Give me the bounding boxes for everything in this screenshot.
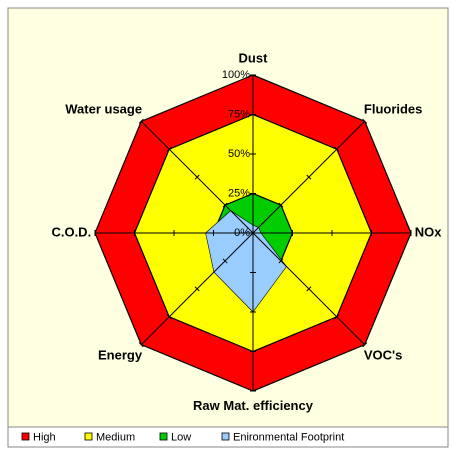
legend-swatch — [84, 432, 93, 441]
legend-swatch — [221, 432, 230, 441]
tick-mark — [166, 146, 172, 152]
category-label: Raw Mat. efficiency — [193, 398, 314, 413]
tick-label: 0% — [234, 227, 250, 239]
tick-mark — [138, 118, 144, 124]
legend-label: Medium — [96, 431, 135, 443]
category-label: NOx — [415, 224, 443, 239]
tick-mark — [306, 286, 312, 292]
category-label: VOC's — [364, 347, 403, 362]
category-label: Energy — [98, 347, 143, 362]
category-label: C.O.D. — [51, 224, 91, 239]
legend-swatch — [21, 432, 30, 441]
radar: 0% 25% 50% 75% 100% Dust Fluorides NOx VOC's Raw … — [51, 51, 442, 414]
tick-mark — [334, 314, 340, 320]
category-label: Fluorides — [364, 102, 423, 117]
legend-label: Low — [171, 431, 191, 443]
tick-mark — [222, 202, 228, 208]
tick-mark — [194, 174, 200, 180]
tick-label: 50% — [228, 148, 250, 160]
tick-mark — [362, 342, 368, 348]
legend-label: High — [33, 431, 56, 443]
legend: High Medium Low Enironmental Footprint — [21, 431, 344, 443]
tick-mark — [334, 146, 340, 152]
tick-mark — [166, 314, 172, 320]
category-label: Dust — [239, 51, 269, 66]
tick-label: 75% — [228, 108, 250, 120]
tick-label: 25% — [228, 187, 250, 199]
tick-mark — [278, 202, 284, 208]
tick-mark — [194, 286, 200, 292]
tick-mark — [306, 174, 312, 180]
tick-mark — [222, 258, 228, 264]
legend-swatch — [159, 432, 168, 441]
tick-mark — [362, 118, 368, 124]
tick-label: 100% — [222, 69, 250, 81]
category-label: Water usage — [65, 102, 142, 117]
tick-mark — [138, 342, 144, 348]
tick-mark — [278, 258, 284, 264]
legend-label: Enironmental Footprint — [233, 431, 344, 443]
